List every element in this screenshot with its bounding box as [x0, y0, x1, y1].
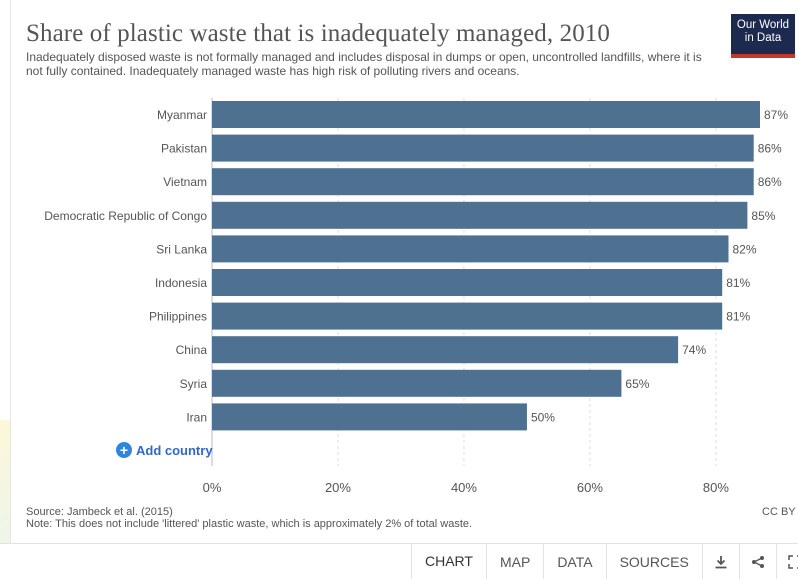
- category-label: Indonesia: [155, 276, 207, 290]
- x-tick-label: 60%: [577, 480, 603, 495]
- tab-data[interactable]: DATA: [543, 544, 605, 579]
- data-label: 65%: [625, 377, 649, 391]
- chart-subtitle: Inadequately disposed waste is not forma…: [26, 50, 702, 78]
- data-label: 81%: [726, 310, 750, 324]
- bar: [212, 201, 748, 229]
- bar: [212, 403, 527, 431]
- bar: [212, 168, 754, 196]
- logo-line-1: Our World: [736, 19, 790, 31]
- category-label: Myanmar: [157, 108, 207, 122]
- download-icon[interactable]: [701, 544, 739, 579]
- category-label: Democratic Republic of Congo: [44, 209, 207, 223]
- category-label: Pakistan: [161, 142, 207, 156]
- add-country-button[interactable]: + Add country: [116, 442, 213, 458]
- x-tick-label: 80%: [703, 480, 729, 495]
- bar: [212, 134, 754, 162]
- decorative-stripe: [0, 420, 12, 560]
- fullscreen-icon[interactable]: [775, 544, 798, 579]
- source-text: Source: Jambeck et al. (2015): [26, 506, 173, 518]
- category-label: China: [176, 343, 208, 357]
- footer-tabs: CHART MAP DATA SOURCES: [411, 544, 798, 579]
- chart-title: Share of plastic waste that is inadequat…: [26, 20, 610, 47]
- data-label: 86%: [758, 175, 782, 189]
- owid-logo[interactable]: Our World in Data: [731, 14, 795, 58]
- tab-map[interactable]: MAP: [485, 544, 543, 579]
- license-link[interactable]: CC BY: [762, 506, 796, 518]
- category-label: Vietnam: [163, 175, 207, 189]
- data-label: 81%: [726, 276, 750, 290]
- data-label: 82%: [733, 242, 757, 256]
- plus-circle-icon: +: [116, 442, 132, 458]
- category-label: Sri Lanka: [156, 242, 207, 256]
- x-tick-label: 20%: [325, 480, 351, 495]
- bar: [212, 369, 622, 397]
- data-label: 74%: [682, 343, 706, 357]
- tab-chart[interactable]: CHART: [411, 544, 486, 579]
- bar: [212, 302, 723, 330]
- x-tick-label: 40%: [451, 480, 477, 495]
- footer-bar: CHART MAP DATA SOURCES: [0, 543, 798, 579]
- category-label: Philippines: [149, 310, 207, 324]
- category-label: Syria: [180, 377, 208, 391]
- bar: [212, 101, 760, 128]
- bar: [212, 235, 729, 263]
- data-label: 86%: [758, 142, 782, 156]
- x-tick-label: 0%: [203, 480, 222, 495]
- data-label: 85%: [751, 209, 775, 223]
- bar: [212, 336, 679, 364]
- share-icon[interactable]: [738, 544, 776, 579]
- bar: [212, 269, 723, 296]
- note-text: Note: This does not include 'littered' p…: [26, 518, 473, 530]
- data-label: 87%: [764, 108, 788, 122]
- source-note: Source: Jambeck et al. (2015) Note: This…: [26, 506, 472, 530]
- tab-sources[interactable]: SOURCES: [605, 544, 702, 579]
- add-country-label: Add country: [136, 442, 213, 458]
- category-label: Iran: [186, 410, 207, 424]
- logo-line-2: in Data: [744, 32, 782, 44]
- data-label: 50%: [531, 410, 555, 424]
